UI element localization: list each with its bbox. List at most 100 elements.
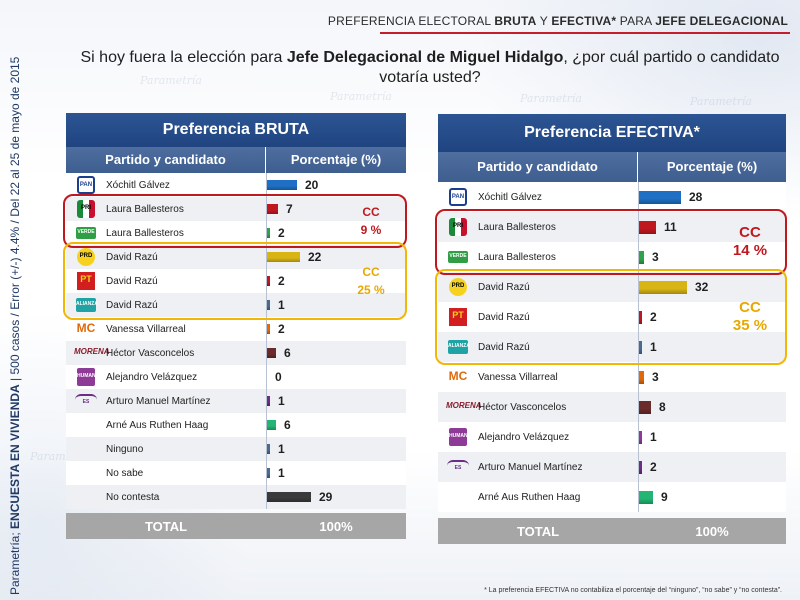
- table-row: HUMANISTA Alejandro Velázquez 0: [66, 365, 406, 389]
- candidate-name: Vanessa Villarreal: [106, 323, 186, 335]
- total-label: TOTAL: [144, 518, 188, 534]
- table-row: Ninguno 1: [66, 437, 406, 461]
- bar-value-label: 1: [278, 466, 285, 480]
- candidate-name: Laura Ballesteros: [478, 251, 556, 263]
- pri-icon: PRI: [449, 218, 467, 236]
- bar: [267, 252, 300, 262]
- candidate-name: Ninguno: [106, 443, 144, 455]
- bar: [267, 180, 297, 190]
- column-header-row: Partido y candidato Porcentaje (%): [438, 152, 786, 182]
- bar: [267, 348, 276, 358]
- humanista-icon: HUMANISTA: [449, 428, 479, 446]
- candidate-name: Héctor Vasconcelos: [106, 347, 195, 359]
- candidate-name: David Razú: [106, 299, 158, 311]
- es-logo: ES: [438, 460, 478, 474]
- candidate-name: No contesta: [106, 491, 160, 503]
- panel-title: Preferencia BRUTA: [66, 113, 406, 147]
- pan-icon: PAN: [449, 188, 467, 206]
- pt-logo: PT: [66, 272, 106, 290]
- candidate-name: Xóchitl Gálvez: [106, 179, 170, 191]
- bar-value-label: 2: [278, 226, 285, 240]
- table-row: Arné Aus Ruthen Haag 6: [66, 413, 406, 437]
- coalition-box: [435, 209, 787, 275]
- bar-cell: 9: [638, 482, 786, 512]
- bar-value-label: 8: [659, 400, 666, 414]
- bar-cell: 1: [266, 389, 406, 413]
- table-row: VERDE Laura Ballesteros 3: [438, 242, 786, 272]
- verde-logo: VERDE: [438, 251, 478, 263]
- bar-value-label: 0: [275, 370, 282, 384]
- bar-cell: 8: [638, 392, 786, 422]
- bar-cell: 2: [638, 452, 786, 482]
- pt-logo: PT: [438, 308, 478, 326]
- bar: [639, 400, 651, 414]
- table-row: HUMANISTA Alejandro Velázquez 1: [438, 422, 786, 452]
- verde-icon: VERDE: [76, 227, 96, 239]
- humanista-logo: HUMANISTA: [438, 428, 479, 446]
- mc-logo: MC: [438, 370, 478, 384]
- table-row: PRD David Razú 22: [66, 245, 406, 269]
- bar-cell: 1: [638, 422, 786, 452]
- bar: [267, 300, 270, 310]
- table-row: ES Arturo Manuel Martínez 1: [66, 389, 406, 413]
- bar-cell: 3: [638, 362, 786, 392]
- coalition-tag: CC: [362, 205, 380, 219]
- bar: [267, 396, 270, 406]
- coalition-box: [63, 242, 407, 320]
- bar-value-label: 29: [319, 490, 333, 504]
- candidate-name: Arné Aus Ruthen Haag: [106, 419, 209, 431]
- bar-cell: 2: [638, 302, 786, 332]
- table-row: PRI Laura Ballesteros 11: [438, 212, 786, 242]
- candidate-name: Alejandro Velázquez: [106, 371, 198, 383]
- bar-value-label: 1: [278, 442, 285, 456]
- bar: [267, 492, 311, 502]
- bar-cell: 3: [638, 242, 786, 272]
- bar: [639, 430, 642, 444]
- table-row: PT David Razú 2: [66, 269, 406, 293]
- bar-value-label: 6: [284, 418, 291, 432]
- table-row: MORENA Héctor Vasconcelos 6: [66, 341, 406, 365]
- table-row: ALIANZA David Razú 1: [66, 293, 406, 317]
- total-value: 100%: [695, 523, 729, 539]
- coalition-percent: 9 %: [360, 223, 382, 237]
- bar-cell: 1: [266, 293, 406, 317]
- bar-value-label: 2: [650, 310, 657, 324]
- bar-value-label: 1: [650, 430, 657, 444]
- prd-icon: PRD: [77, 248, 95, 266]
- bar-value-label: 22: [308, 250, 322, 264]
- bar-value-label: 1: [278, 298, 285, 312]
- coalition-percent: 14 %: [732, 242, 768, 259]
- pt-icon: PT: [449, 308, 467, 326]
- es-logo: ES: [66, 394, 106, 408]
- bar-value-label: 28: [689, 190, 703, 204]
- prd-logo: PRD: [438, 278, 478, 296]
- morena-icon: MORENA: [446, 401, 482, 410]
- bar: [639, 370, 644, 384]
- bar: [639, 460, 642, 474]
- table-row: Arné Aus Ruthen Haag 9: [438, 482, 786, 512]
- bar-value-label: 11: [664, 220, 677, 234]
- es-icon: ES: [447, 460, 469, 474]
- humanista-icon: HUMANISTA: [77, 368, 107, 386]
- bar: [267, 276, 270, 286]
- table-row: PRI Laura Ballesteros 7: [66, 197, 406, 221]
- bar-value-label: 3: [652, 370, 659, 384]
- bar: [267, 204, 278, 214]
- bar-cell: 22: [266, 245, 406, 269]
- verde-logo: VERDE: [66, 227, 106, 239]
- bar: [267, 324, 270, 334]
- table-row: ALIANZA David Razú 1: [438, 332, 786, 362]
- total-value: 100%: [319, 518, 353, 534]
- table-row: MC Vanessa Villarreal 2: [66, 317, 406, 341]
- bar-value-label: 6: [284, 346, 291, 360]
- column-header-percent: Porcentaje (%): [290, 152, 382, 167]
- pan-logo: PAN: [66, 176, 106, 194]
- candidate-name: David Razú: [478, 341, 530, 353]
- watermark-text: Parametría: [330, 90, 392, 103]
- coalition-label: CC 9 %: [341, 203, 401, 239]
- bar-cell: 0: [266, 365, 406, 389]
- bar-cell: 2: [266, 317, 406, 341]
- candidate-name: Xóchitl Gálvez: [478, 191, 542, 203]
- bar-value-label: 20: [305, 178, 319, 192]
- morena-logo: MORENA: [438, 401, 482, 412]
